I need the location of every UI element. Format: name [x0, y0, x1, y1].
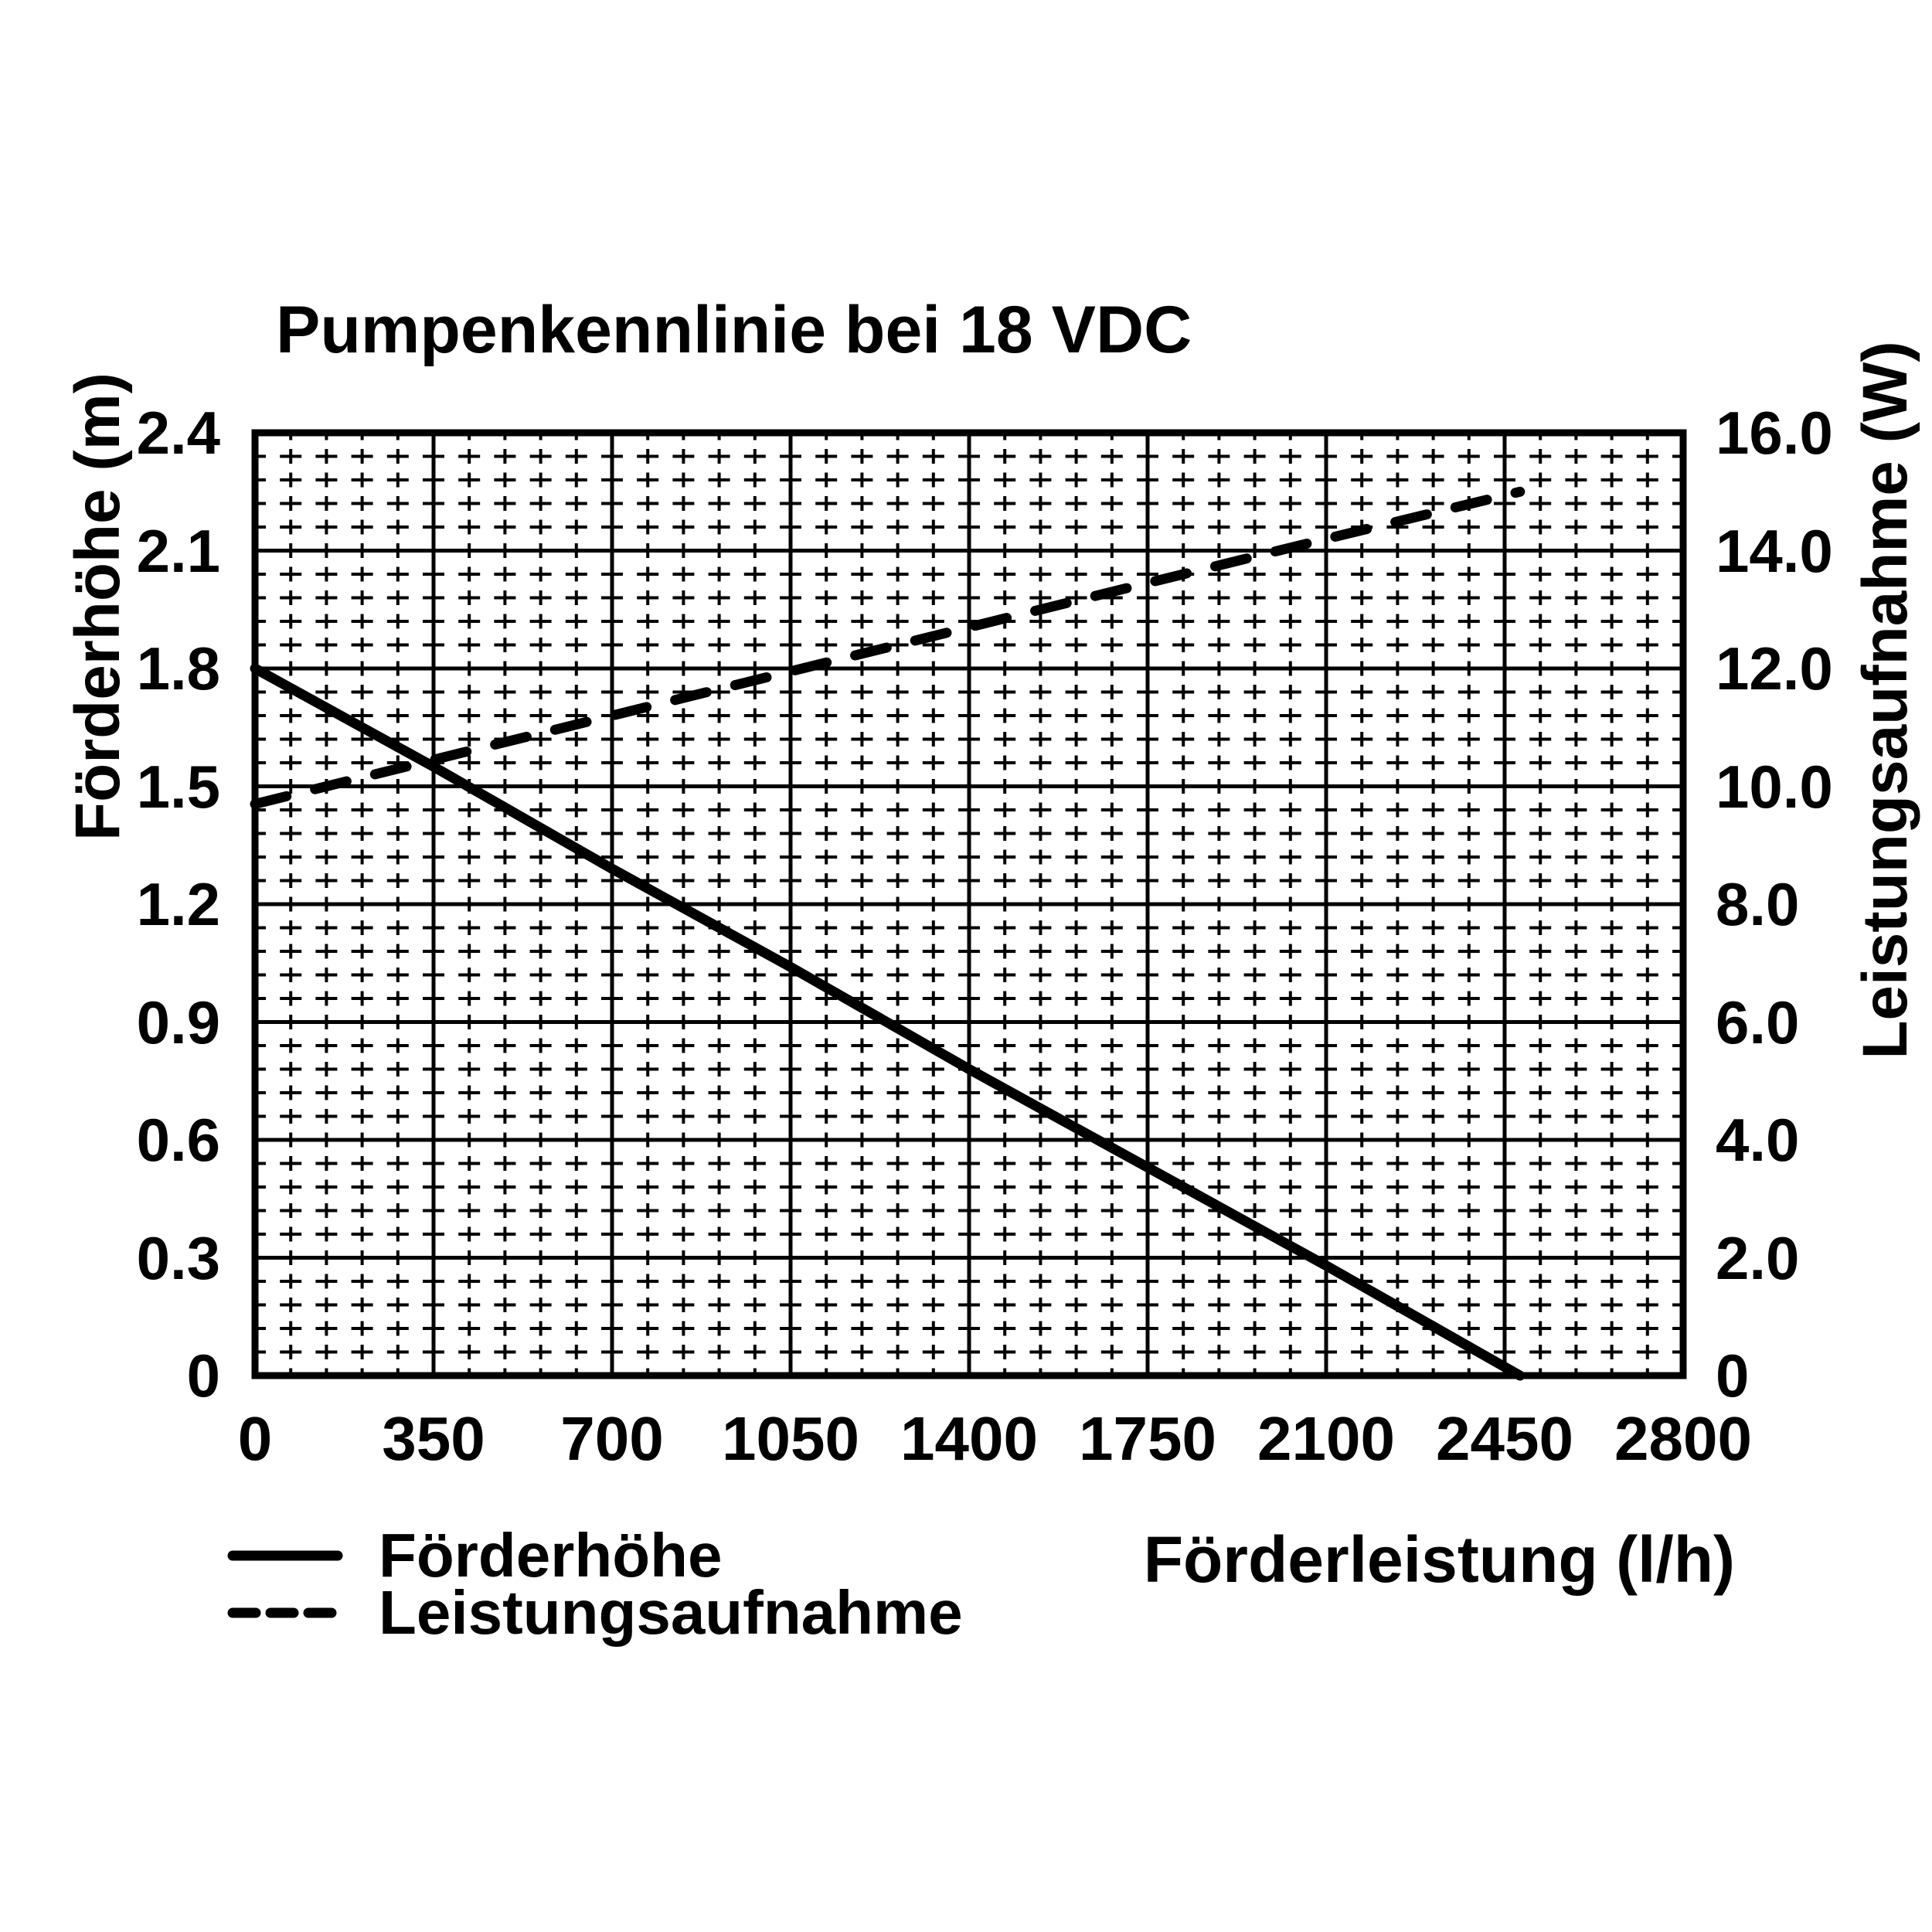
- y-left-tick-1.5: 1.5: [136, 752, 220, 821]
- plot-area: [250, 429, 1687, 1381]
- y-left-tick-2.4: 2.4: [136, 399, 220, 467]
- y-right-tick-12.0: 12.0: [1716, 634, 1833, 702]
- x-tick-1400: 1400: [900, 1404, 1038, 1473]
- y-left-tick-1.8: 1.8: [136, 634, 220, 702]
- y-right-tick-14.0: 14.0: [1716, 516, 1833, 585]
- x-axis-title: Förderleistung (l/h): [1143, 1523, 1735, 1596]
- y-axis-left-title: Förderhöhe (m): [63, 372, 133, 841]
- legend-label-foerderhoehe: Förderhöhe: [379, 1521, 723, 1590]
- y-left-tick-0.6: 0.6: [136, 1106, 220, 1174]
- y-right-tick-16.0: 16.0: [1716, 399, 1833, 467]
- series-line-leistungsaufnahme: [250, 486, 1526, 809]
- y-right-tick-10.0: 10.0: [1716, 752, 1833, 821]
- plot-border: [251, 429, 1687, 1379]
- grid-major: [255, 433, 1683, 1376]
- x-tick-1050: 1050: [722, 1404, 859, 1473]
- y-right-tick-4.0: 4.0: [1716, 1106, 1800, 1174]
- y-left-tick-2.1: 2.1: [136, 516, 220, 585]
- x-tick-2800: 2800: [1614, 1404, 1752, 1473]
- x-tick-2100: 2100: [1257, 1404, 1395, 1473]
- chart-title: Pumpenkennlinie bei 18 VDC: [276, 293, 1192, 367]
- x-tick-0: 0: [237, 1404, 273, 1473]
- y-left-tick-0.9: 0.9: [136, 988, 220, 1056]
- y-left-tick-1.2: 1.2: [136, 870, 220, 938]
- y-right-tick-8.0: 8.0: [1716, 870, 1800, 938]
- x-tick-700: 700: [560, 1404, 664, 1473]
- legend-label-leistungsaufnahme: Leistungsaufnahme: [379, 1578, 963, 1647]
- y-left-tick-0.3: 0.3: [136, 1223, 220, 1292]
- x-tick-2450: 2450: [1436, 1404, 1573, 1473]
- y-right-tick-0: 0: [1716, 1342, 1750, 1410]
- y-right-tick-6.0: 6.0: [1716, 988, 1800, 1056]
- y-axis-right-title: Leistungsaufnahme (W): [1850, 341, 1920, 1060]
- legend-dashed-line-swatch: [227, 1607, 343, 1618]
- y-left-tick-0: 0: [186, 1342, 220, 1410]
- series-line-frderhhe: [250, 663, 1526, 1381]
- y-right-tick-2.0: 2.0: [1716, 1223, 1800, 1292]
- x-tick-1750: 1750: [1079, 1404, 1216, 1473]
- legend-solid-line-swatch: [227, 1550, 343, 1561]
- x-tick-350: 350: [382, 1404, 485, 1473]
